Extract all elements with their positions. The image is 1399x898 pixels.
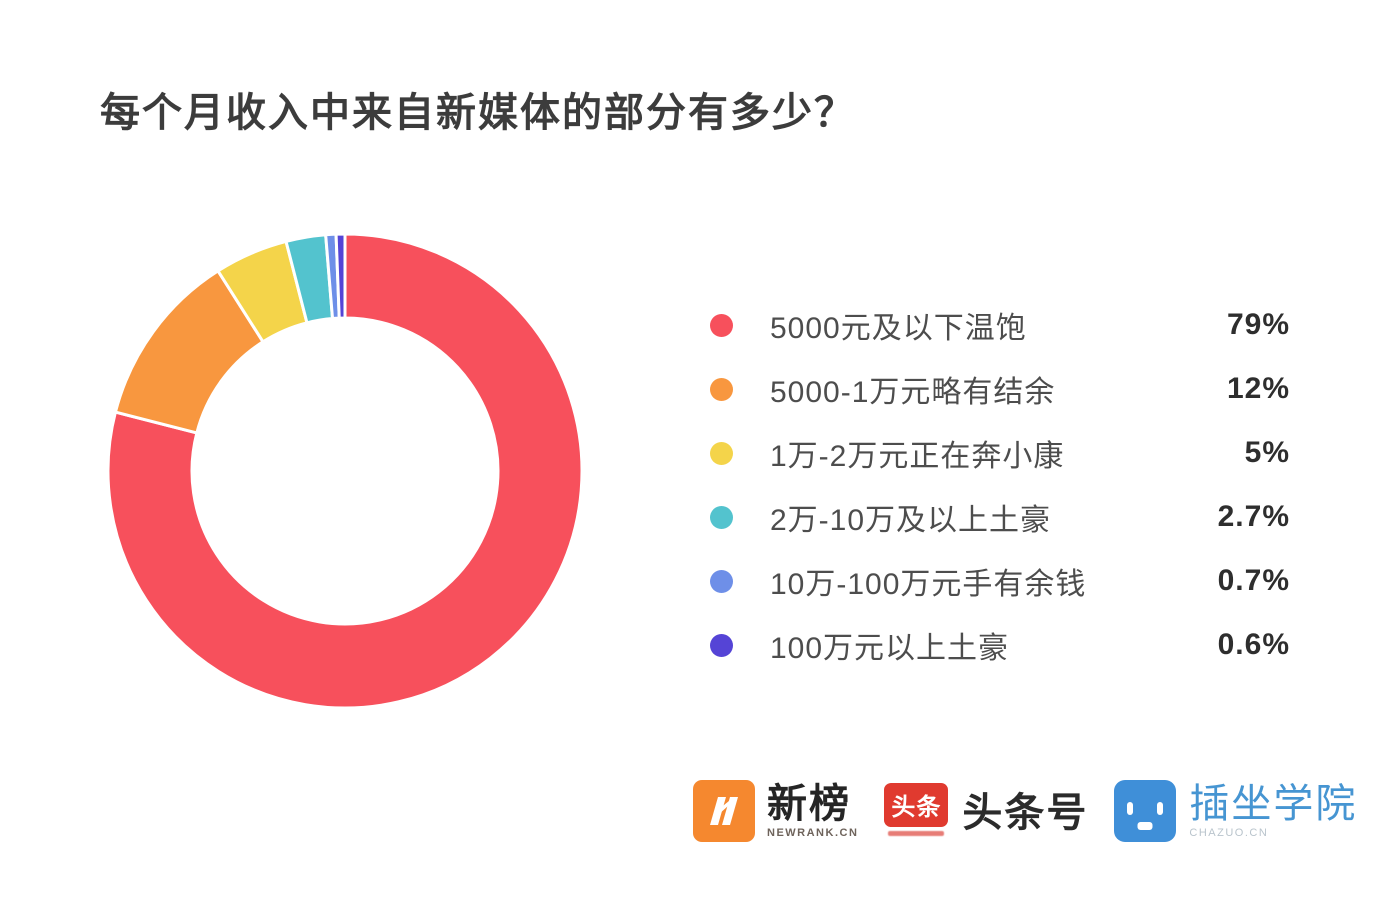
toutiao-micro-text xyxy=(888,830,945,836)
legend-item: 5000元及以下温饱 79% xyxy=(710,293,1290,357)
legend-dot-icon xyxy=(710,505,733,529)
legend-label: 100万元以上土豪 xyxy=(770,632,1010,665)
toutiao-title: 头条号 xyxy=(962,791,1089,835)
legend-dot-icon xyxy=(710,377,733,401)
newrank-n-glyph xyxy=(710,797,738,825)
donut-slice xyxy=(324,232,341,321)
chazuo-subtitle: CHAZUO.CN xyxy=(1189,827,1269,839)
newrank-subtitle: NEWRANK.CN xyxy=(767,827,859,839)
legend-label: 1万-2万元正在奔小康 xyxy=(770,440,1065,473)
legend-item: 100万元以上土豪 0.6% xyxy=(710,613,1290,677)
toutiao-icon: 头条 xyxy=(884,782,949,827)
toutiao-logo: 头条 头条号 xyxy=(884,780,1088,838)
footer-logos: 新榜 NEWRANK.CN 头条 头条号 插坐学院 CHAZUO.CN xyxy=(693,780,1357,842)
legend: 5000元及以下温饱 79% 5000-1万元略有结余 12% 1万-2万元正在奔小康 5… xyxy=(710,293,1290,677)
donut-slice xyxy=(106,232,584,710)
legend-value: 0.6% xyxy=(1217,628,1290,661)
legend-item: 10万-100万元手有余钱 0.7% xyxy=(710,549,1290,613)
chazuo-logo: 插坐学院 CHAZUO.CN xyxy=(1114,780,1357,842)
legend-value: 12% xyxy=(1226,372,1290,405)
donut-slice xyxy=(215,239,309,344)
donut-slice xyxy=(113,268,266,435)
legend-dot-icon xyxy=(710,313,733,337)
legend-dot-icon xyxy=(710,441,733,465)
legend-label: 2万-10万及以上土豪 xyxy=(770,504,1052,537)
legend-item: 1万-2万元正在奔小康 5% xyxy=(710,421,1290,485)
legend-label: 5000-1万元略有结余 xyxy=(770,376,1056,409)
chazuo-title: 插坐学院 xyxy=(1189,782,1358,826)
chazuo-robot-face-icon xyxy=(1114,780,1177,842)
legend-dot-icon xyxy=(710,569,733,593)
page-title: 每个月收入中来自新媒体的部分有多少？ xyxy=(100,91,856,135)
legend-value: 0.7% xyxy=(1217,564,1290,597)
legend-label: 10万-100万元手有余钱 xyxy=(770,568,1087,601)
newrank-icon xyxy=(693,780,755,842)
legend-dot-icon xyxy=(710,633,733,657)
legend-value: 79% xyxy=(1226,308,1290,341)
newrank-title: 新榜 xyxy=(767,782,851,826)
legend-value: 5% xyxy=(1244,436,1290,469)
legend-label: 5000元及以下温饱 xyxy=(770,312,1027,345)
newrank-logo: 新榜 NEWRANK.CN xyxy=(693,780,858,842)
legend-item: 2万-10万及以上土豪 2.7% xyxy=(710,485,1290,549)
legend-item: 5000-1万元略有结余 12% xyxy=(710,357,1290,421)
donut-slice xyxy=(284,233,335,325)
donut-slice xyxy=(334,232,347,320)
legend-value: 2.7% xyxy=(1217,500,1290,533)
